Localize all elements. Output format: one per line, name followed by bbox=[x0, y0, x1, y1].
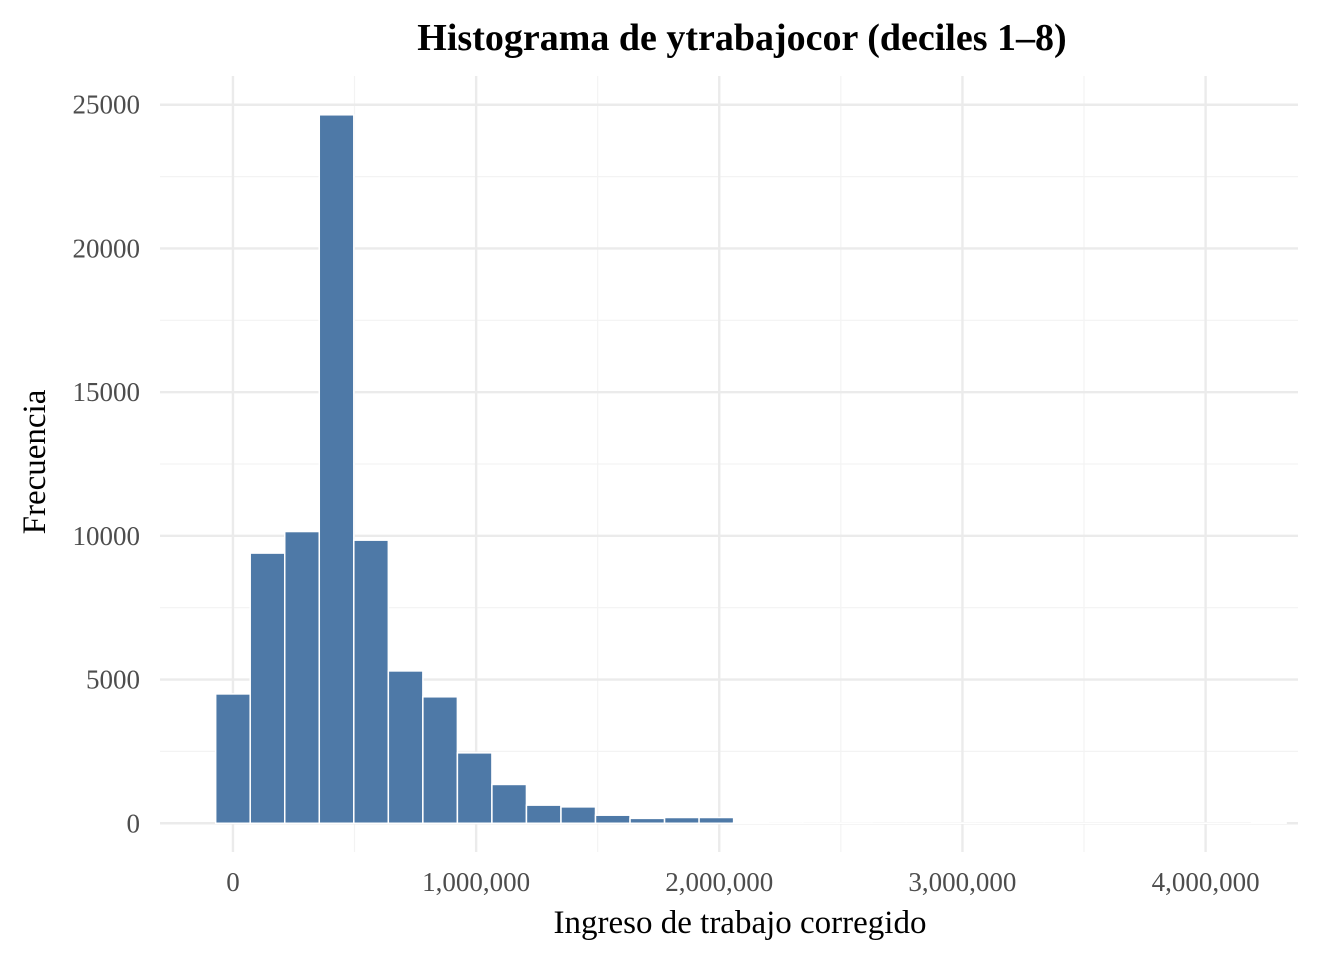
histogram-bar bbox=[663, 816, 700, 825]
histogram-bar bbox=[387, 670, 424, 825]
x-tick-label: 0 bbox=[226, 867, 240, 897]
y-tick-label: 0 bbox=[127, 808, 141, 838]
y-tick-label: 5000 bbox=[86, 665, 140, 695]
histogram-bar bbox=[698, 816, 735, 825]
histogram-bar bbox=[1250, 821, 1287, 825]
y-tick-label: 15000 bbox=[73, 377, 141, 407]
histogram-bar bbox=[283, 530, 321, 825]
y-axis-label: Frecuencia bbox=[17, 389, 53, 534]
histogram-bar bbox=[318, 114, 355, 825]
x-axis-label: Ingreso de trabajo corregido bbox=[554, 905, 927, 941]
histogram-bar bbox=[629, 817, 666, 825]
y-tick-label: 10000 bbox=[73, 521, 141, 551]
y-tick-label: 25000 bbox=[73, 90, 141, 120]
histogram-bar bbox=[732, 821, 769, 825]
histogram-bar bbox=[214, 693, 251, 825]
histogram-bar bbox=[594, 814, 631, 825]
x-tick-label: 2,000,000 bbox=[665, 867, 773, 897]
chart-title: Histograma de ytrabajocor (deciles 1–8) bbox=[417, 17, 1066, 59]
histogram-bar bbox=[491, 783, 528, 825]
histogram-bar bbox=[560, 806, 597, 825]
x-axis-tick-labels: 0 1,000,000 2,000,000 3,000,000 4,000,000 bbox=[226, 867, 1259, 897]
histogram-bar bbox=[525, 804, 562, 825]
y-axis-tick-labels: 0 5000 10000 15000 20000 25000 bbox=[73, 90, 141, 839]
x-tick-label: 4,000,000 bbox=[1152, 867, 1260, 897]
histogram-bar bbox=[456, 752, 493, 825]
histogram-bars bbox=[214, 114, 1287, 825]
histogram-bar bbox=[353, 539, 390, 825]
y-tick-label: 20000 bbox=[73, 233, 141, 263]
histogram-bar bbox=[249, 552, 286, 825]
x-tick-label: 1,000,000 bbox=[422, 867, 530, 897]
histogram-bar bbox=[422, 696, 459, 825]
x-tick-label: 3,000,000 bbox=[908, 867, 1016, 897]
